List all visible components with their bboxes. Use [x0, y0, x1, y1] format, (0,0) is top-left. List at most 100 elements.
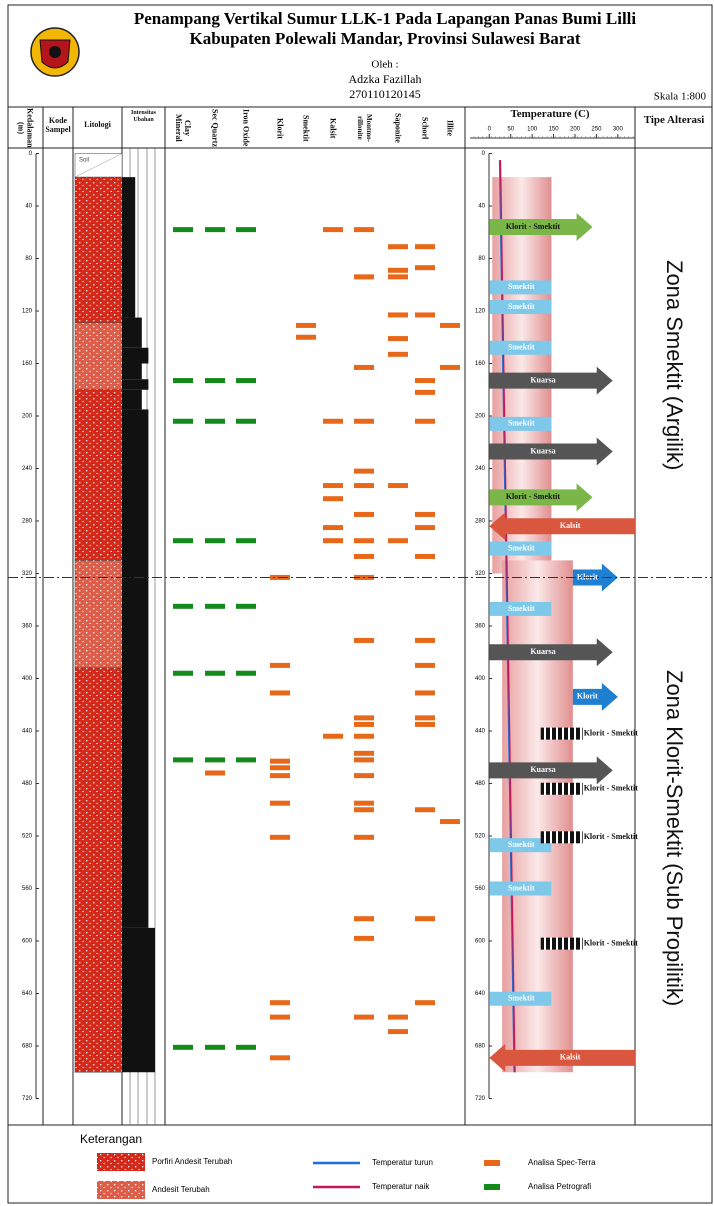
analysis-marker: [415, 715, 435, 720]
byline: Oleh :: [371, 59, 398, 71]
analysis-marker: [354, 835, 374, 840]
analysis-marker: [388, 268, 408, 273]
depth-tick-label: 440: [22, 729, 33, 735]
analysis-marker: [388, 352, 408, 357]
analysis-marker: [323, 525, 343, 530]
analysis-marker: [415, 512, 435, 517]
striped-bar: [541, 728, 583, 740]
analysis-marker: [205, 227, 225, 232]
legend-label: Analisa Spec-Terra: [528, 1158, 596, 1167]
analysis-marker: [354, 638, 374, 643]
analysis-marker: [296, 323, 316, 328]
bar-label: Smektit: [508, 994, 535, 1003]
depth-tick-label: 240: [22, 466, 33, 472]
column-header: Litologi: [73, 120, 122, 129]
analysis-marker: [205, 604, 225, 609]
lithology-pattern: [75, 177, 122, 323]
depth-tick-label: 280: [475, 519, 486, 525]
analysis-marker: [354, 1015, 374, 1020]
scale: Skala 1:800: [654, 91, 707, 103]
analysis-marker: [388, 244, 408, 249]
analysis-marker: [440, 365, 460, 370]
analysis-marker: [173, 604, 193, 609]
temp-tick-label: 150: [549, 127, 560, 133]
analysis-marker: [236, 757, 256, 762]
temp-tick-label: 250: [591, 127, 602, 133]
depth-tick-label: 640: [475, 991, 486, 997]
analysis-marker: [173, 419, 193, 424]
bar-label: Klorit - Smektit: [584, 784, 639, 793]
bar-label: Smektit: [508, 419, 535, 428]
analysis-marker: [354, 512, 374, 517]
analysis-marker: [205, 538, 225, 543]
analysis-marker: [415, 807, 435, 812]
analysis-marker: [323, 496, 343, 501]
arrow-label: Kuarsa: [530, 446, 555, 455]
analysis-marker: [323, 227, 343, 232]
bar-label: Klorit - Smektit: [584, 832, 639, 841]
intensity-bar: [122, 928, 155, 1072]
depth-tick-label: 520: [475, 834, 486, 840]
logo: [31, 28, 79, 76]
intensity-bar: [122, 409, 148, 927]
depth-tick-label: 80: [478, 256, 485, 262]
depth-tick-label: 480: [22, 781, 33, 787]
analysis-marker: [388, 1015, 408, 1020]
lithology-pattern: [75, 323, 122, 390]
analysis-marker: [415, 722, 435, 727]
analysis-marker: [270, 765, 290, 770]
column-header: Smektit: [291, 109, 321, 147]
lithology-pattern: [75, 560, 122, 668]
analysis-marker: [415, 638, 435, 643]
analysis-marker: [354, 722, 374, 727]
analysis-marker: [323, 483, 343, 488]
analysis-marker: [354, 227, 374, 232]
depth-tick-label: 640: [22, 991, 33, 997]
depth-tick-label: 520: [22, 834, 33, 840]
analysis-marker: [354, 801, 374, 806]
analysis-marker: [440, 819, 460, 824]
analysis-marker: [415, 390, 435, 395]
analysis-marker: [270, 1000, 290, 1005]
author: Adzka Fazillah: [349, 72, 422, 86]
temp-tick-label: 300: [613, 127, 624, 133]
lithology-pattern: [75, 668, 122, 1072]
analysis-marker: [415, 663, 435, 668]
column-header: Sec Quartz: [200, 109, 230, 147]
column-header: Clay Mineral: [168, 109, 198, 147]
analysis-marker: [173, 671, 193, 676]
analysis-marker: [205, 771, 225, 776]
bar-label: Klorit - Smektit: [584, 938, 639, 947]
column-header: Saponite: [383, 109, 413, 147]
analysis-marker: [236, 419, 256, 424]
depth-tick-label: 40: [25, 204, 32, 210]
column-header: Illite: [435, 109, 465, 147]
depth-tick-label: 400: [22, 676, 33, 682]
depth-tick-label: 280: [22, 519, 33, 525]
analysis-marker: [415, 378, 435, 383]
arrow-label: Kalsit: [560, 521, 581, 530]
analysis-marker: [415, 690, 435, 695]
arrow-label: Kuarsa: [530, 647, 555, 656]
depth-tick-label: 360: [22, 624, 33, 630]
legend-title: Keterangan: [80, 1132, 142, 1146]
legend-swatch: [484, 1184, 500, 1190]
depth-tick-label: 120: [475, 309, 486, 315]
analysis-marker: [388, 1029, 408, 1034]
legend-label: Porfiri Andesit Terubah: [152, 1157, 232, 1166]
analysis-marker: [415, 1000, 435, 1005]
analysis-marker: [270, 1055, 290, 1060]
analysis-marker: [173, 378, 193, 383]
analysis-marker: [388, 312, 408, 317]
column-header: Montmo-rillonite: [349, 109, 379, 147]
analysis-marker: [205, 378, 225, 383]
zone-label: Zona Klorit-Smektit (Sub Propilitik): [644, 577, 704, 1098]
legend-label: Temperatur turun: [372, 1158, 433, 1167]
analysis-marker: [173, 227, 193, 232]
lithology-pattern: [75, 390, 122, 561]
legend-label: Analisa Petrografi: [528, 1182, 591, 1191]
depth-tick-label: 0: [29, 151, 33, 157]
analysis-marker: [354, 365, 374, 370]
legend-swatch-pattern: [97, 1153, 145, 1171]
analysis-marker: [205, 671, 225, 676]
